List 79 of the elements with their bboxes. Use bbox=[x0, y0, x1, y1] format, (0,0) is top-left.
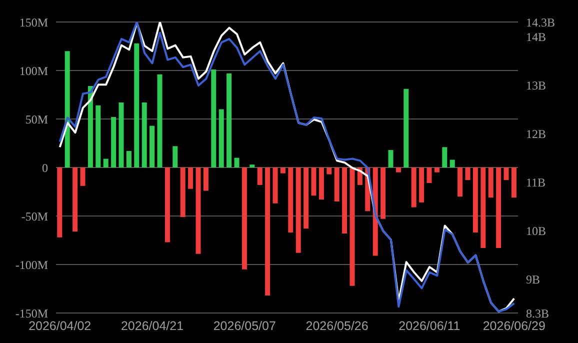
bar bbox=[88, 86, 93, 168]
y-tick-label: -100M bbox=[15, 258, 48, 272]
bar bbox=[265, 168, 270, 296]
y2-tick-label: 13B bbox=[526, 78, 546, 92]
bar bbox=[80, 168, 86, 186]
y-tick-label: 0 bbox=[42, 160, 48, 175]
bar bbox=[511, 168, 516, 198]
bar bbox=[250, 164, 255, 168]
bar bbox=[280, 168, 286, 174]
x-tick-label: 2026/05/07 bbox=[213, 318, 276, 333]
bar bbox=[504, 168, 509, 180]
bar bbox=[180, 168, 186, 217]
line-series bbox=[58, 22, 516, 313]
bar bbox=[296, 168, 301, 253]
bar bbox=[203, 168, 208, 191]
bar bbox=[288, 168, 294, 232]
bar bbox=[326, 168, 332, 174]
bar bbox=[434, 168, 440, 172]
x-tick-label: 2026/04/21 bbox=[120, 318, 184, 333]
bar bbox=[150, 126, 155, 168]
y-tick-label: 50M bbox=[25, 112, 48, 126]
bar bbox=[157, 74, 162, 168]
bar bbox=[334, 168, 340, 202]
y-tick-label: 100M bbox=[19, 64, 48, 78]
bar bbox=[64, 51, 70, 168]
bar bbox=[442, 147, 448, 168]
bar bbox=[380, 168, 386, 219]
bar bbox=[188, 168, 194, 189]
bar bbox=[411, 168, 416, 208]
bar bbox=[404, 88, 409, 168]
bar bbox=[257, 168, 262, 185]
bar bbox=[172, 146, 178, 168]
bar bbox=[118, 102, 124, 168]
bar bbox=[234, 158, 240, 168]
bar bbox=[311, 168, 316, 196]
bar bbox=[496, 168, 502, 248]
x-tick-label: 2026/06/11 bbox=[398, 318, 460, 333]
x-tick-label: 2026/06/29 bbox=[482, 318, 546, 333]
bar bbox=[450, 160, 455, 168]
bar bbox=[57, 168, 62, 238]
y2-tick-label: 11B bbox=[526, 175, 546, 190]
bar bbox=[304, 168, 309, 229]
bar bbox=[196, 168, 201, 254]
x-tick-label: 2026/05/26 bbox=[306, 318, 368, 333]
y2-tick-label: 8.3B bbox=[526, 306, 550, 320]
bar bbox=[72, 168, 78, 232]
y2-tick-label: 10B bbox=[526, 224, 546, 238]
bar bbox=[350, 168, 355, 286]
bar bbox=[388, 150, 394, 168]
bar bbox=[465, 168, 470, 180]
bar bbox=[226, 73, 232, 168]
bar bbox=[480, 168, 486, 248]
x-tick-label: 2026/04/02 bbox=[28, 318, 92, 333]
bar bbox=[96, 105, 101, 168]
bar bbox=[103, 158, 108, 168]
bar bbox=[472, 168, 478, 232]
bar bbox=[211, 70, 216, 168]
bar bbox=[342, 168, 348, 234]
y-tick-label: -150M bbox=[15, 306, 48, 320]
y2-tick-label: 12B bbox=[526, 126, 546, 141]
bar bbox=[142, 102, 147, 168]
bar bbox=[111, 117, 116, 168]
bar bbox=[134, 43, 140, 168]
bar bbox=[318, 168, 324, 200]
bar bbox=[272, 168, 278, 204]
y2-tick-label: 14B bbox=[526, 30, 546, 44]
bar bbox=[126, 151, 132, 168]
bar bbox=[164, 168, 170, 242]
y2-tick-label: 14.3B bbox=[526, 15, 556, 30]
bar bbox=[488, 168, 494, 198]
bar bbox=[419, 168, 424, 202]
bar bbox=[396, 168, 401, 172]
y-tick-label: 150M bbox=[19, 15, 48, 30]
bar bbox=[242, 168, 247, 270]
bar bbox=[458, 168, 463, 197]
bar bbox=[218, 109, 224, 168]
y2-tick-label: 9B bbox=[526, 272, 540, 286]
y-tick-label: -50M bbox=[21, 209, 48, 224]
bar bbox=[426, 168, 432, 184]
